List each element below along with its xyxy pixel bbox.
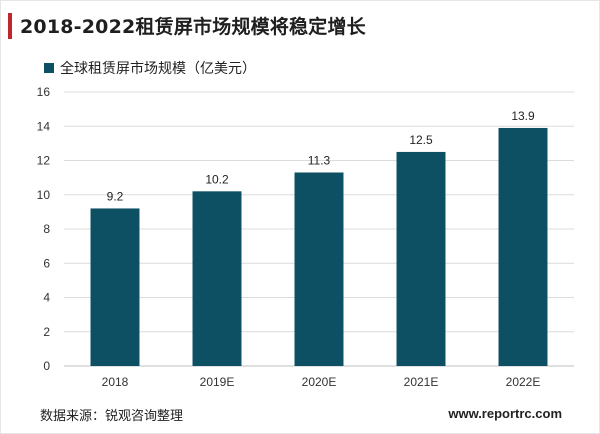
x-tick-label: 2021E [404,375,439,389]
website-label: www.reportrc.com [448,406,562,421]
bar [498,127,548,367]
title-accent-bar [8,13,12,39]
bar [396,151,446,366]
x-tick-label: 2022E [506,375,541,389]
x-tick-label: 2019E [200,375,235,389]
data-label: 9.2 [107,189,124,203]
y-tick-label: 16 [37,85,51,99]
y-tick-label: 10 [37,188,51,202]
data-label: 11.3 [308,153,331,167]
y-tick-label: 0 [43,359,50,373]
y-tick-label: 2 [43,325,50,339]
bar [294,172,344,366]
y-tick-label: 8 [43,222,50,236]
data-label: 13.9 [511,109,535,123]
bar [90,208,140,366]
y-tick-label: 6 [43,256,50,270]
legend-label: 全球租赁屏市场规模（亿美元） [60,61,256,77]
source-note: 数据来源：锐观咨询整理 [40,409,184,424]
y-tick-label: 4 [43,291,50,305]
bar [192,191,242,366]
legend-swatch [44,63,54,73]
y-tick-label: 12 [37,154,51,168]
data-label: 12.5 [409,133,433,147]
data-label: 10.2 [205,172,229,186]
legend: 全球租赁屏市场规模（亿美元） [44,58,256,78]
x-tick-label: 2018 [102,375,129,389]
y-tick-label: 14 [37,119,51,133]
x-tick-label: 2020E [302,375,337,389]
chart-title: 2018-2022租赁屏市场规模将稳定增长 [20,16,366,38]
